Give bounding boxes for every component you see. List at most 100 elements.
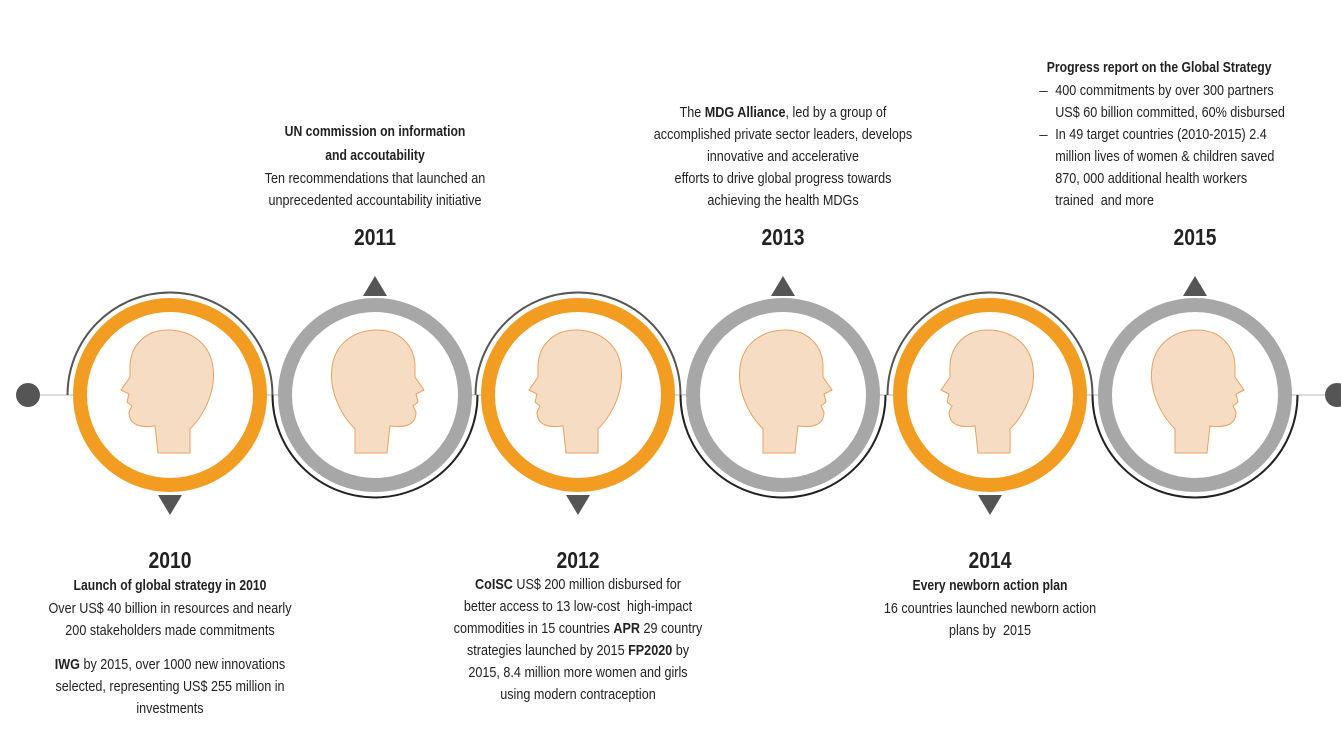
text: efforts to drive global progress towards <box>674 170 892 187</box>
text: accomplished private sector leaders, dev… <box>653 126 913 143</box>
text-line: better access to 13 low-cost high-impact <box>418 596 737 618</box>
text-line: unprecedented accountability initiative <box>215 190 534 212</box>
text: In 49 target countries (2010-2015) 2.4 <box>1055 126 1267 143</box>
text-line: million lives of women & children saved <box>1055 146 1299 168</box>
text: by <box>672 642 690 659</box>
milestone-title: Launch of global strategy in 2010 <box>73 578 267 594</box>
text-line: CoISC US$ 200 million disbursed for <box>418 574 737 596</box>
end-dot <box>1325 383 1341 407</box>
text-line: 2015, 8.4 million more women and girls <box>418 662 737 684</box>
paragraph: The MDG Alliance, led by a group of accom… <box>623 102 942 212</box>
head-icon <box>330 329 425 454</box>
text-line: innovative and accelerative <box>623 146 942 168</box>
text-line: In 49 target countries (2010-2015) 2.4 <box>1055 124 1299 146</box>
wave-arc <box>66 291 274 396</box>
text-line: Ten recommendations that launched an <box>215 168 534 190</box>
text: US$ 200 million disbursed for <box>512 576 681 593</box>
bullet-item: In 49 target countries (2010-2015) 2.4 mi… <box>1030 124 1299 212</box>
wave-arc <box>474 291 682 396</box>
text: , led by a group of <box>785 104 887 121</box>
text-line: investments <box>10 698 329 720</box>
triangle <box>1183 276 1207 296</box>
head-icon <box>1150 329 1245 454</box>
text-line: selected, representing US$ 255 million i… <box>10 676 329 698</box>
head-icon <box>528 329 623 454</box>
wave-arc <box>679 394 887 499</box>
wave-arc <box>271 394 479 499</box>
wave-arc <box>1091 394 1299 499</box>
year-label: 2013 <box>761 224 805 250</box>
year-label: 2012 <box>556 547 600 573</box>
bold-text: FP2020 <box>628 642 673 659</box>
text: unprecedented accountability initiative <box>268 192 482 209</box>
bullet-dash <box>1039 135 1048 136</box>
bold-text: CoISC <box>475 576 513 593</box>
text: Over US$ 40 billion in resources and nea… <box>48 600 292 617</box>
text: The <box>679 104 705 121</box>
text-line: commodities in 15 countries APR 29 count… <box>418 618 737 640</box>
triangle <box>771 276 795 296</box>
year-label: 2014 <box>968 547 1012 573</box>
milestone-text: CoISC US$ 200 million disbursed for bette… <box>418 574 737 706</box>
text: trained and more <box>1055 192 1154 209</box>
milestone-title: Progress report on the Global Strategy <box>1046 60 1272 76</box>
text-line: plans by 2015 <box>830 620 1149 642</box>
paragraph: CoISC US$ 200 million disbursed for bette… <box>418 574 737 706</box>
text-line: accomplished private sector leaders, dev… <box>623 124 942 146</box>
triangle <box>978 495 1002 515</box>
text: commodities in 15 countries <box>453 620 614 637</box>
text: 29 country <box>639 620 703 637</box>
text-line: 200 stakeholders made commitments <box>10 620 329 642</box>
milestone-text: Every newborn action plan 16 countries la… <box>830 574 1149 642</box>
text-line: 400 commitments by over 300 partners <box>1055 80 1299 102</box>
text-line: IWG by 2015, over 1000 new innovations <box>10 654 329 676</box>
text: better access to 13 low-cost high-impact <box>463 598 693 615</box>
wave-arc <box>886 291 1094 396</box>
text: 16 countries launched newborn action <box>883 600 1097 617</box>
text: Ten recommendations that launched an <box>264 170 486 187</box>
bullet-dash <box>1039 91 1048 92</box>
paragraph: IWG by 2015, over 1000 new innovations se… <box>10 654 329 720</box>
text: US$ 60 billion committed, 60% disbursed <box>1055 104 1285 121</box>
milestone-text: UN commission on information and accoutab… <box>215 120 534 212</box>
triangle <box>566 495 590 515</box>
text: selected, representing US$ 255 million i… <box>55 678 285 695</box>
text-line: 870, 000 additional health workers <box>1055 168 1299 190</box>
head-icon <box>940 329 1035 454</box>
milestone-title: UN commission on information <box>284 124 466 140</box>
text: strategies launched by 2015 <box>466 642 629 659</box>
text: by 2015, over 1000 new innovations <box>79 656 286 673</box>
bold-text: MDG Alliance <box>704 104 786 121</box>
text-line: trained and more <box>1055 190 1299 212</box>
text: investments <box>136 700 204 717</box>
milestone-text: The MDG Alliance, led by a group of accom… <box>623 102 942 212</box>
bold-text: IWG <box>54 656 80 673</box>
text-line: strategies launched by 2015 FP2020 by <box>418 640 737 662</box>
milestone-title: Every newborn action plan <box>912 578 1068 594</box>
head-icon <box>120 329 215 454</box>
text: 200 stakeholders made commitments <box>65 622 275 639</box>
text: using modern contraception <box>500 686 656 703</box>
paragraph: Ten recommendations that launched an unpr… <box>215 168 534 212</box>
text: plans by 2015 <box>949 622 1031 639</box>
milestone-text: Progress report on the Global Strategy 40… <box>1030 56 1299 212</box>
year-label: 2010 <box>148 547 192 573</box>
text-line: achieving the health MDGs <box>623 190 942 212</box>
paragraph: 16 countries launched newborn action plan… <box>830 598 1149 642</box>
head-icon <box>738 329 833 454</box>
year-label: 2011 <box>354 224 396 250</box>
text-line: US$ 60 billion committed, 60% disbursed <box>1055 102 1299 124</box>
paragraph: Over US$ 40 billion in resources and nea… <box>10 598 329 642</box>
text: achieving the health MDGs <box>707 192 859 209</box>
bold-text: APR <box>613 620 640 637</box>
text: innovative and accelerative <box>706 148 859 165</box>
text-line: The MDG Alliance, led by a group of <box>623 102 942 124</box>
text: 870, 000 additional health workers <box>1055 170 1248 187</box>
milestone-title: and accoutability <box>325 148 425 164</box>
triangle <box>158 495 182 515</box>
text: million lives of women & children saved <box>1055 148 1275 165</box>
text-line: Over US$ 40 billion in resources and nea… <box>10 598 329 620</box>
text-line: efforts to drive global progress towards <box>623 168 942 190</box>
